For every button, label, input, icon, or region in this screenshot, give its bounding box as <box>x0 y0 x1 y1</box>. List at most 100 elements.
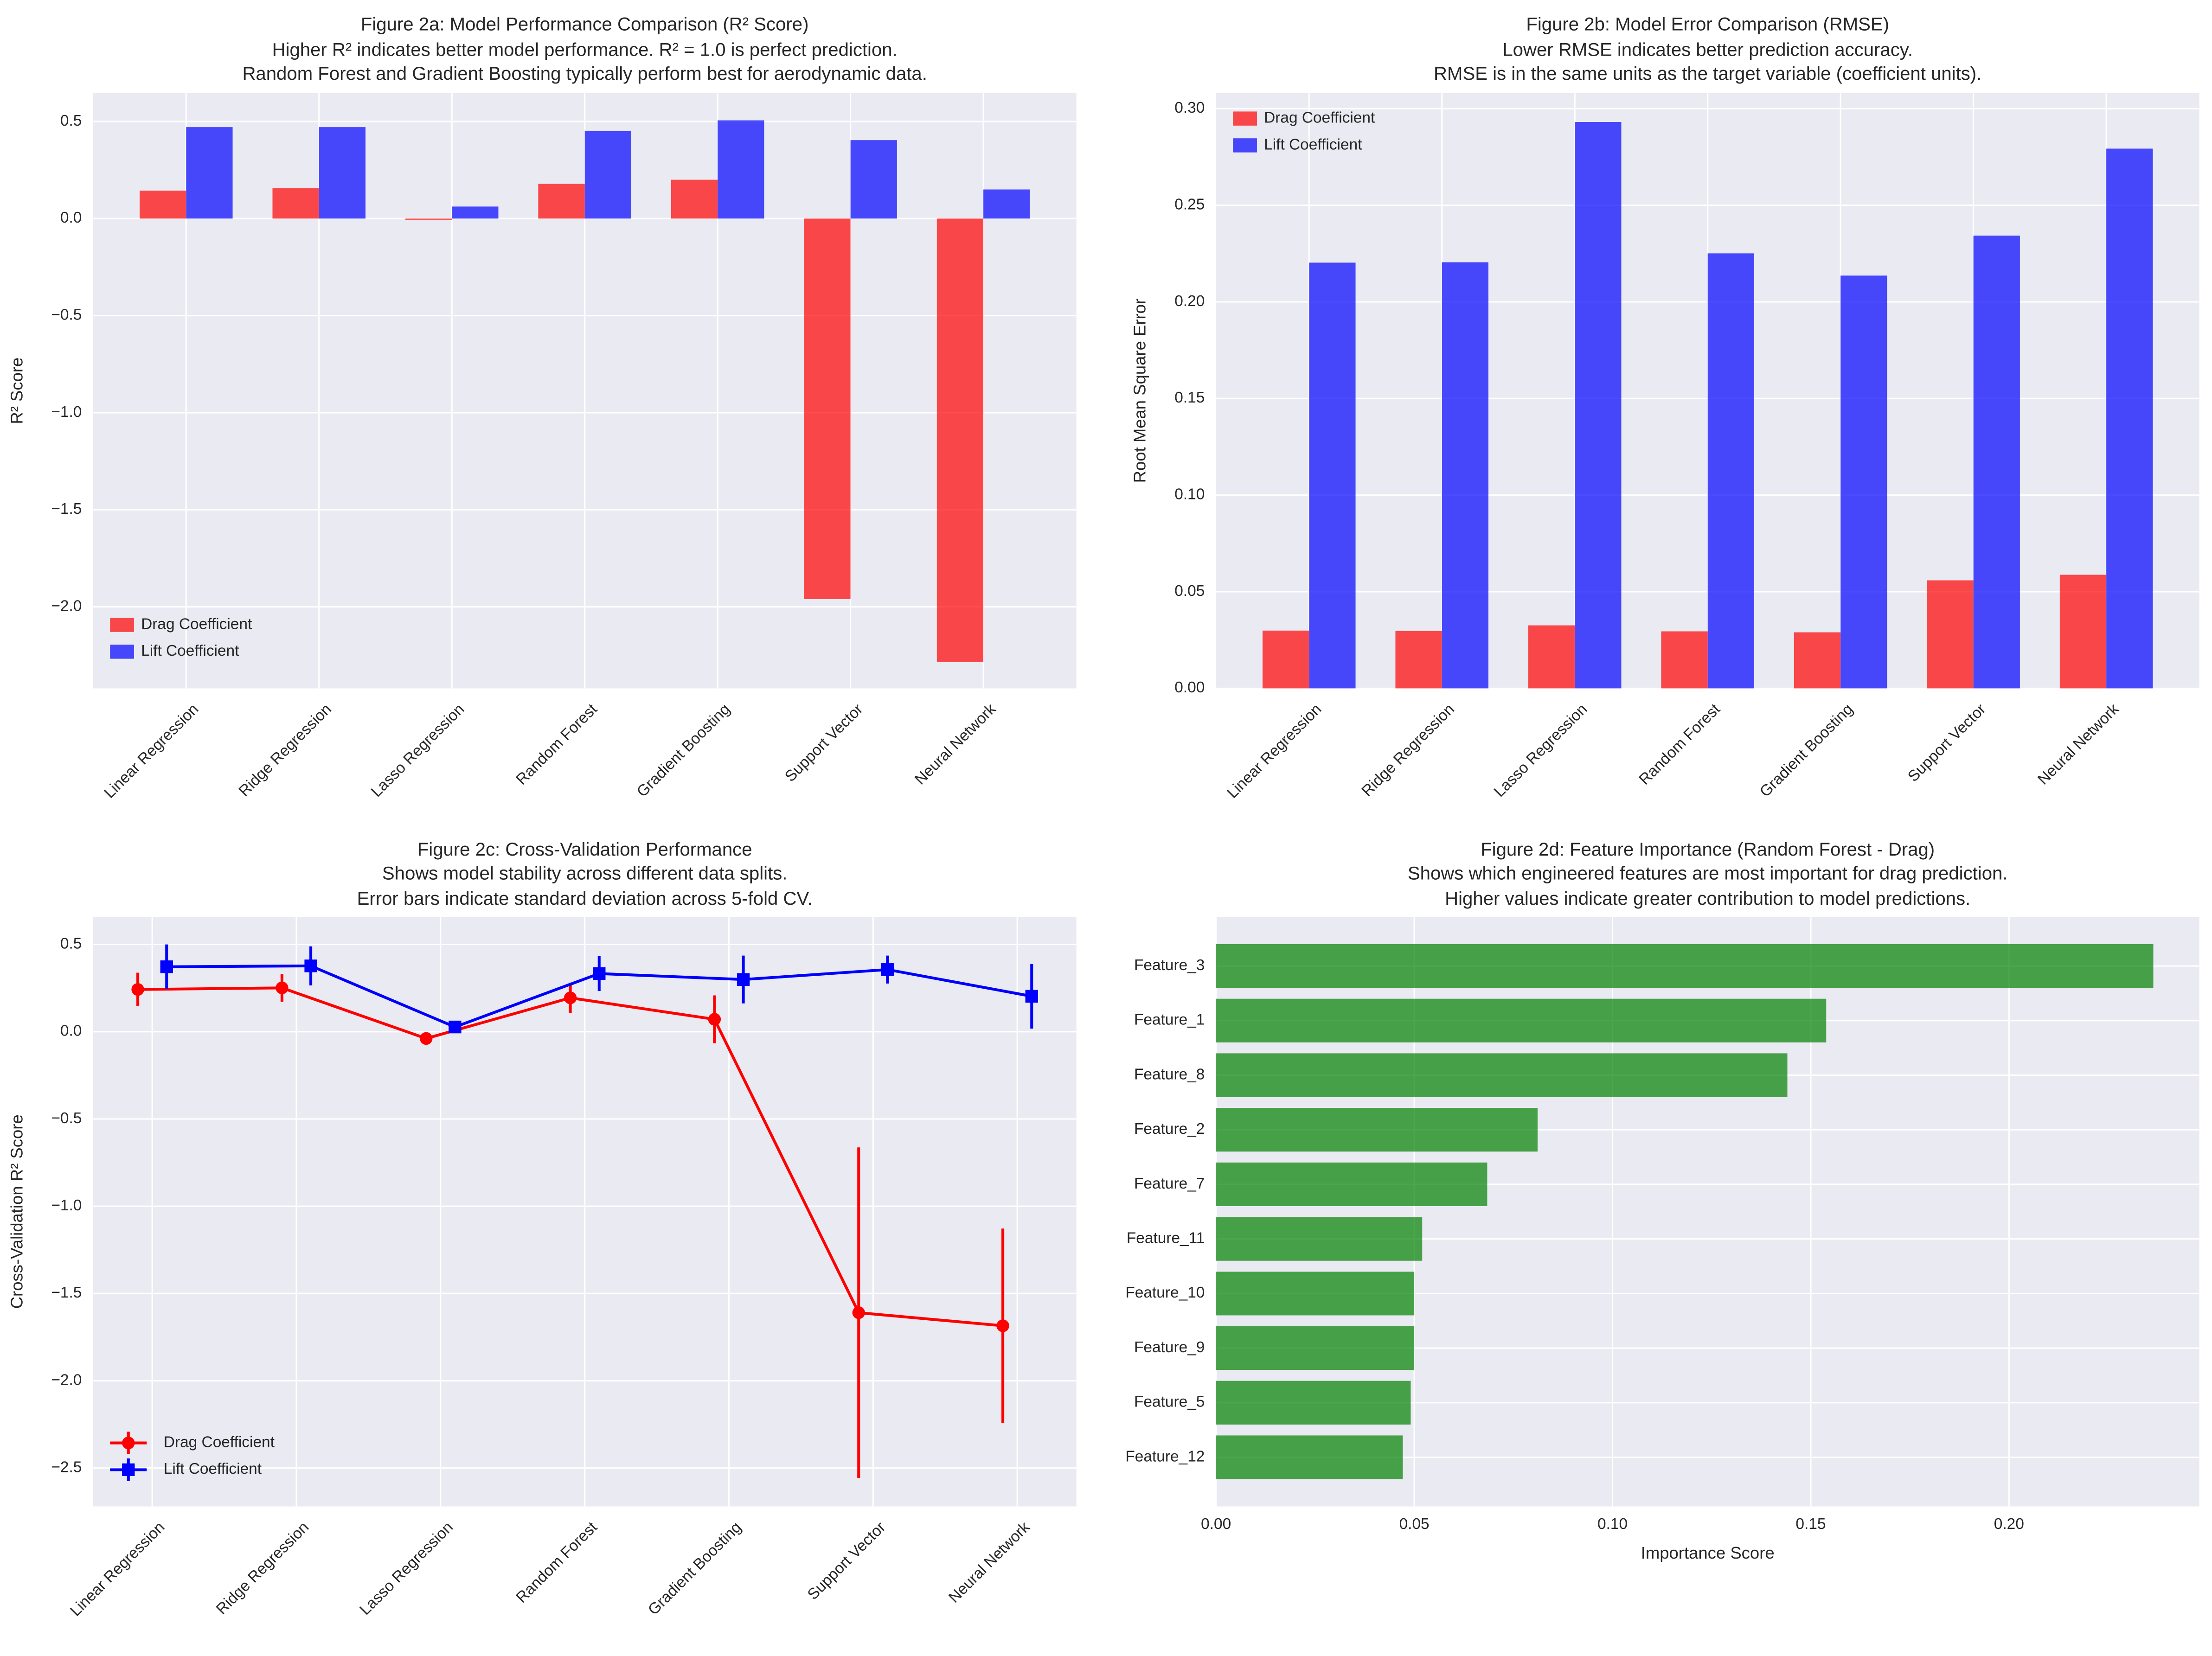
x-tick-label: Gradient Boosting <box>1757 701 1856 800</box>
legend-swatch <box>1233 111 1257 126</box>
legend-swatch <box>110 645 134 659</box>
bar-drag <box>804 218 851 599</box>
x-tick-label: Support Vector <box>782 701 866 786</box>
y-tick-label: −0.5 <box>51 306 82 323</box>
x-tick-label: Lasso Regression <box>368 701 468 800</box>
x-tick-label: Neural Network <box>945 1519 1033 1606</box>
y-tick-label: 0.05 <box>1174 582 1205 600</box>
chart-subtitle: RMSE is in the same units as the target … <box>1434 63 1981 84</box>
x-tick-label: Random Forest <box>1636 700 1724 788</box>
y-tick-label: Feature_1 <box>1134 1011 1205 1029</box>
chart-subtitle: Lower RMSE indicates better prediction a… <box>1502 39 1913 60</box>
chart-subtitle: Higher values indicate greater contribut… <box>1445 888 1970 909</box>
legend-label: Lift Coefficient <box>141 642 239 659</box>
chart-subtitle: Random Forest and Gradient Boosting typi… <box>242 63 927 84</box>
bar-lift <box>186 127 233 219</box>
x-tick-label: Lasso Regression <box>357 1519 456 1618</box>
data-point <box>160 960 173 973</box>
chart-title: Figure 2a: Model Performance Comparison … <box>361 14 809 35</box>
x-tick-label: Linear Regression <box>1224 701 1325 802</box>
data-point <box>708 1013 721 1026</box>
y-tick-label: 0.00 <box>1174 679 1205 696</box>
bar-lift <box>718 120 764 219</box>
data-point <box>852 1306 865 1319</box>
bar-drag <box>1395 631 1442 689</box>
y-axis-label: Cross-Validation R² Score <box>7 1114 26 1309</box>
bar-lift <box>1575 121 1622 689</box>
y-tick-label: Feature_2 <box>1134 1120 1205 1138</box>
bar-drag <box>1794 632 1841 689</box>
bar <box>1216 1053 1788 1097</box>
bar-drag <box>405 218 452 220</box>
bar-lift <box>1973 236 2020 689</box>
y-tick-label: 0.15 <box>1174 389 1205 406</box>
y-tick-label: Feature_5 <box>1134 1394 1205 1411</box>
legend: Drag Coefficient Lift Coefficient <box>110 615 252 659</box>
y-axis-label: R² Score <box>7 358 26 424</box>
y-tick-label: 0.25 <box>1174 196 1205 213</box>
x-tick-label: Neural Network <box>911 701 999 788</box>
x-tick-label: 0.10 <box>1597 1515 1628 1533</box>
y-tick-label: 0.10 <box>1174 486 1205 503</box>
y-tick-label: −0.5 <box>51 1110 82 1127</box>
bar <box>1216 944 2154 988</box>
bar-drag <box>1927 580 1974 689</box>
bar-lift <box>2106 148 2153 689</box>
y-tick-label: Feature_10 <box>1125 1284 1205 1301</box>
bar-lift <box>1309 262 1356 689</box>
bar-drag <box>1262 630 1309 689</box>
chart-subtitle: Higher R² indicates better model perform… <box>272 39 898 60</box>
y-tick-label: −1.0 <box>51 403 82 421</box>
chart-title: Figure 2b: Model Error Comparison (RMSE) <box>1526 14 1889 35</box>
bar-lift <box>850 140 897 219</box>
bar-drag <box>1661 631 1708 689</box>
legend-swatch <box>1233 138 1257 153</box>
x-tick-label: Gradient Boosting <box>634 701 733 800</box>
x-tick-label: Ridge Regression <box>213 1519 312 1618</box>
x-tick-label: 0.20 <box>1994 1515 2024 1533</box>
y-tick-label: 0.20 <box>1174 293 1205 310</box>
legend-marker <box>122 1436 135 1450</box>
data-point <box>1025 990 1038 1003</box>
y-tick-label: Feature_12 <box>1125 1448 1205 1465</box>
x-tick-label: 0.05 <box>1399 1515 1430 1533</box>
x-tick-label: Linear Regression <box>67 1519 168 1620</box>
legend-label: Drag Coefficient <box>141 615 252 633</box>
bar-drag <box>272 188 319 219</box>
y-tick-label: 0.5 <box>60 935 82 952</box>
chart-subtitle: Shows which engineered features are most… <box>1408 863 2008 883</box>
legend-label: Lift Coefficient <box>1264 136 1362 153</box>
chart-2c: Figure 2c: Cross-Validation Performance S… <box>7 839 1077 1620</box>
y-tick-label: −1.5 <box>51 500 82 518</box>
x-tick-label: Ridge Regression <box>1359 701 1458 800</box>
legend: Drag Coefficient Lift Coefficient <box>1233 109 1375 153</box>
y-tick-label: 0.0 <box>60 1023 82 1040</box>
x-tick-label: Support Vector <box>804 1519 889 1604</box>
bar <box>1216 1381 1411 1425</box>
bar <box>1216 1217 1423 1261</box>
bar-drag <box>538 184 585 219</box>
bar <box>1216 1162 1487 1207</box>
chart-subtitle: Error bars indicate standard deviation a… <box>357 888 813 909</box>
x-tick-label: 0.00 <box>1201 1515 1231 1533</box>
y-tick-label: −1.5 <box>51 1284 82 1301</box>
chart-2a: Figure 2a: Model Performance Comparison … <box>7 14 1077 802</box>
data-point <box>449 1020 462 1034</box>
bar <box>1216 1108 1538 1152</box>
bar-lift <box>983 189 1030 219</box>
data-point <box>304 959 317 972</box>
y-axis-label: Root Mean Square Error <box>1130 299 1149 483</box>
y-tick-label: Feature_9 <box>1134 1339 1205 1356</box>
y-tick-label: Feature_7 <box>1134 1175 1205 1192</box>
bar-lift <box>452 206 499 219</box>
y-tick-label: −2.0 <box>51 1371 82 1388</box>
legend-marker <box>122 1463 135 1477</box>
x-axis-label: Importance Score <box>1641 1543 1775 1562</box>
y-tick-label: Feature_8 <box>1134 1066 1205 1083</box>
y-tick-label: 0.0 <box>60 209 82 226</box>
data-point <box>276 981 289 994</box>
bar-lift <box>1442 262 1489 689</box>
bar-lift <box>1840 275 1887 689</box>
data-point <box>131 983 144 996</box>
